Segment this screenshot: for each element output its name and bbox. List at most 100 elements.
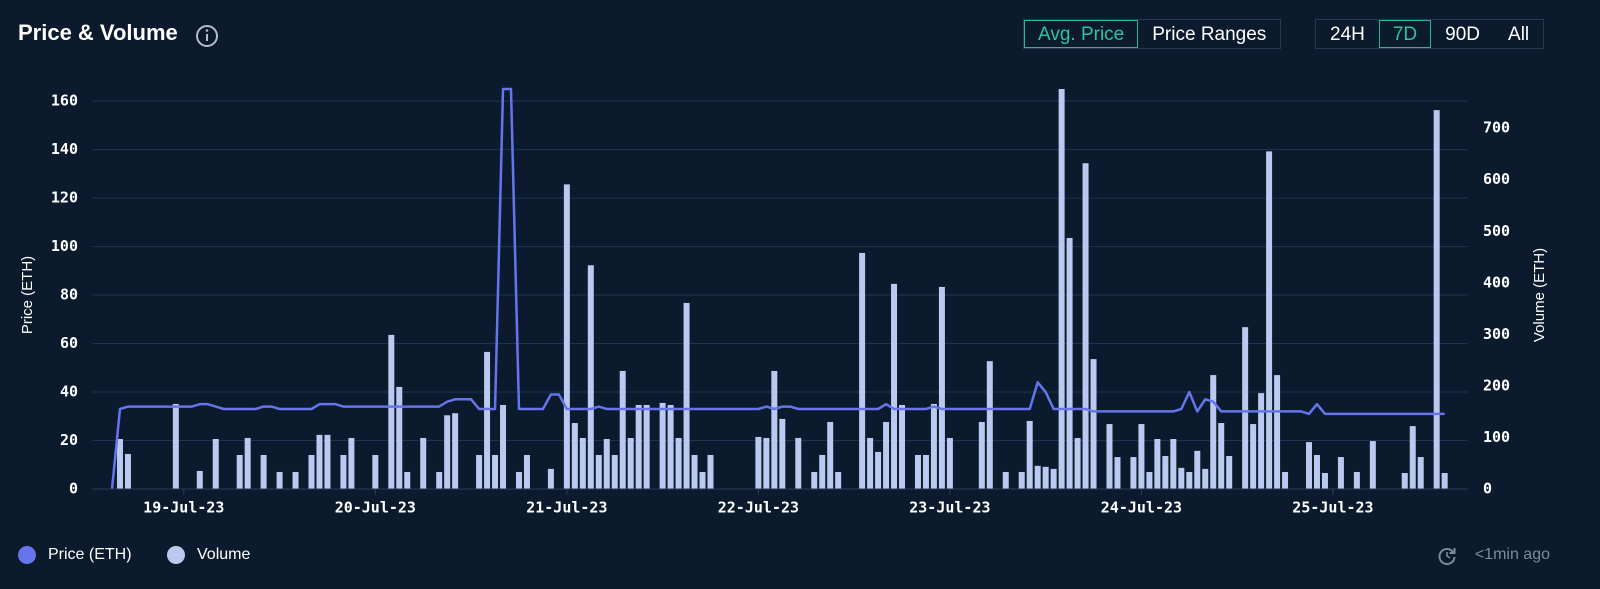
y-tick-label: 80: [60, 286, 78, 304]
legend-swatch: [18, 546, 36, 564]
volume-bar: [260, 454, 267, 489]
y2-axis-title: Volume (ETH): [1531, 248, 1548, 342]
y-tick-label: 140: [51, 140, 78, 158]
volume-bar: [452, 413, 459, 489]
volume-bar: [1178, 467, 1185, 489]
volume-bar: [691, 454, 698, 489]
volume-bar: [492, 454, 499, 489]
y2-tick-label: 400: [1483, 273, 1510, 291]
range-tabs: 24H 7D 90D All: [1315, 19, 1545, 49]
volume-bar: [659, 402, 666, 489]
volume-bar: [1274, 375, 1281, 489]
range-tab[interactable]: All: [1508, 24, 1530, 45]
volume-bar: [1409, 426, 1416, 489]
volume-bar: [1282, 471, 1289, 489]
volume-bar: [867, 437, 874, 489]
volume-bar: [579, 437, 586, 489]
legend-item[interactable]: Price (ETH): [18, 546, 132, 564]
volume-bar: [986, 361, 993, 489]
volume-bar: [771, 370, 778, 489]
volume-bar: [827, 421, 834, 489]
volume-bar: [627, 437, 634, 489]
volume-bar: [348, 437, 355, 489]
volume-bar: [1337, 457, 1344, 489]
grid: [92, 100, 1468, 442]
y-tick-label: 60: [60, 334, 78, 352]
legend-label: Price (ETH): [48, 546, 132, 563]
volume-bar: [1082, 163, 1089, 489]
volume-bar: [1058, 89, 1065, 489]
volume-bar: [1306, 442, 1312, 489]
range-tab[interactable]: 7D: [1378, 20, 1432, 48]
volume-bar: [292, 471, 299, 489]
volume-bar: [667, 404, 674, 489]
volume-bar: [619, 370, 626, 489]
view-tab[interactable]: Price Ranges: [1152, 24, 1267, 45]
volume-bar: [476, 454, 483, 489]
y-tick-label: 120: [51, 189, 78, 207]
refresh-icon[interactable]: [1438, 548, 1456, 566]
volume-bar: [1417, 457, 1424, 489]
volume-bar: [444, 415, 451, 489]
view-tab[interactable]: Avg. Price: [1024, 20, 1139, 48]
y2-tick-label: 700: [1483, 119, 1510, 137]
volume-bar: [1018, 471, 1025, 489]
updated-time: <1min ago: [1474, 546, 1550, 563]
volume-bar: [930, 403, 937, 489]
volume-bar: [675, 437, 682, 489]
y2-tick-label: 300: [1483, 325, 1510, 343]
volume-bar: [571, 423, 578, 489]
volume-bar: [699, 471, 706, 489]
volume-bar: [276, 471, 283, 489]
volume-bar: [707, 454, 714, 489]
volume-bar: [1353, 471, 1360, 489]
volume-bar: [1321, 473, 1328, 489]
range-tab[interactable]: 90D: [1445, 24, 1481, 45]
volume-bar: [116, 439, 123, 489]
volume-bar: [1441, 473, 1448, 489]
volume-bar: [1266, 151, 1273, 489]
volume-bar: [212, 439, 219, 489]
x-tick-label: 24-Jul-23: [1101, 499, 1182, 517]
range-tab[interactable]: 24H: [1330, 24, 1365, 45]
volume-bar: [883, 421, 890, 489]
volume-bar: [1106, 424, 1113, 489]
y2-tick-label: 500: [1483, 222, 1510, 240]
volume-bar: [340, 454, 347, 489]
volume-bar: [1250, 424, 1257, 489]
volume-bar: [172, 403, 179, 489]
volume-bar: [196, 470, 203, 489]
x-tick-label: 21-Jul-23: [526, 499, 607, 517]
volume-bar: [124, 453, 131, 489]
volume-bar: [1218, 423, 1225, 489]
volume-bar: [1258, 393, 1265, 489]
volume-bar: [1050, 468, 1057, 489]
info-icon-dot: [205, 29, 209, 32]
y2-tick-label: 0: [1483, 480, 1492, 498]
x-tick-label: 23-Jul-23: [909, 499, 990, 517]
volume-bar: [484, 351, 491, 489]
volume-bar: [922, 454, 929, 489]
volume-bar: [1114, 457, 1121, 489]
volume-bar: [1130, 457, 1137, 489]
volume-bar: [1313, 454, 1320, 489]
legend-label: Volume: [197, 546, 251, 563]
legend-swatch: [167, 546, 185, 564]
volume-bar: [1138, 424, 1145, 489]
bars: [116, 89, 1448, 489]
y-tick-label: 20: [60, 431, 78, 449]
volume-bar: [1042, 466, 1049, 489]
volume-bar: [1369, 441, 1376, 489]
volume-bar: [946, 437, 953, 489]
y-tick-label: 40: [60, 383, 78, 401]
legend-item[interactable]: Volume: [167, 546, 250, 564]
volume-bar: [372, 454, 379, 489]
volume-bar: [763, 437, 770, 489]
volume-bar: [595, 454, 602, 489]
lines: [110, 87, 1445, 490]
volume-bar: [404, 471, 411, 489]
volume-bar: [1162, 456, 1169, 489]
info-icon[interactable]: [196, 25, 218, 47]
y2-tick-label: 200: [1483, 376, 1510, 394]
